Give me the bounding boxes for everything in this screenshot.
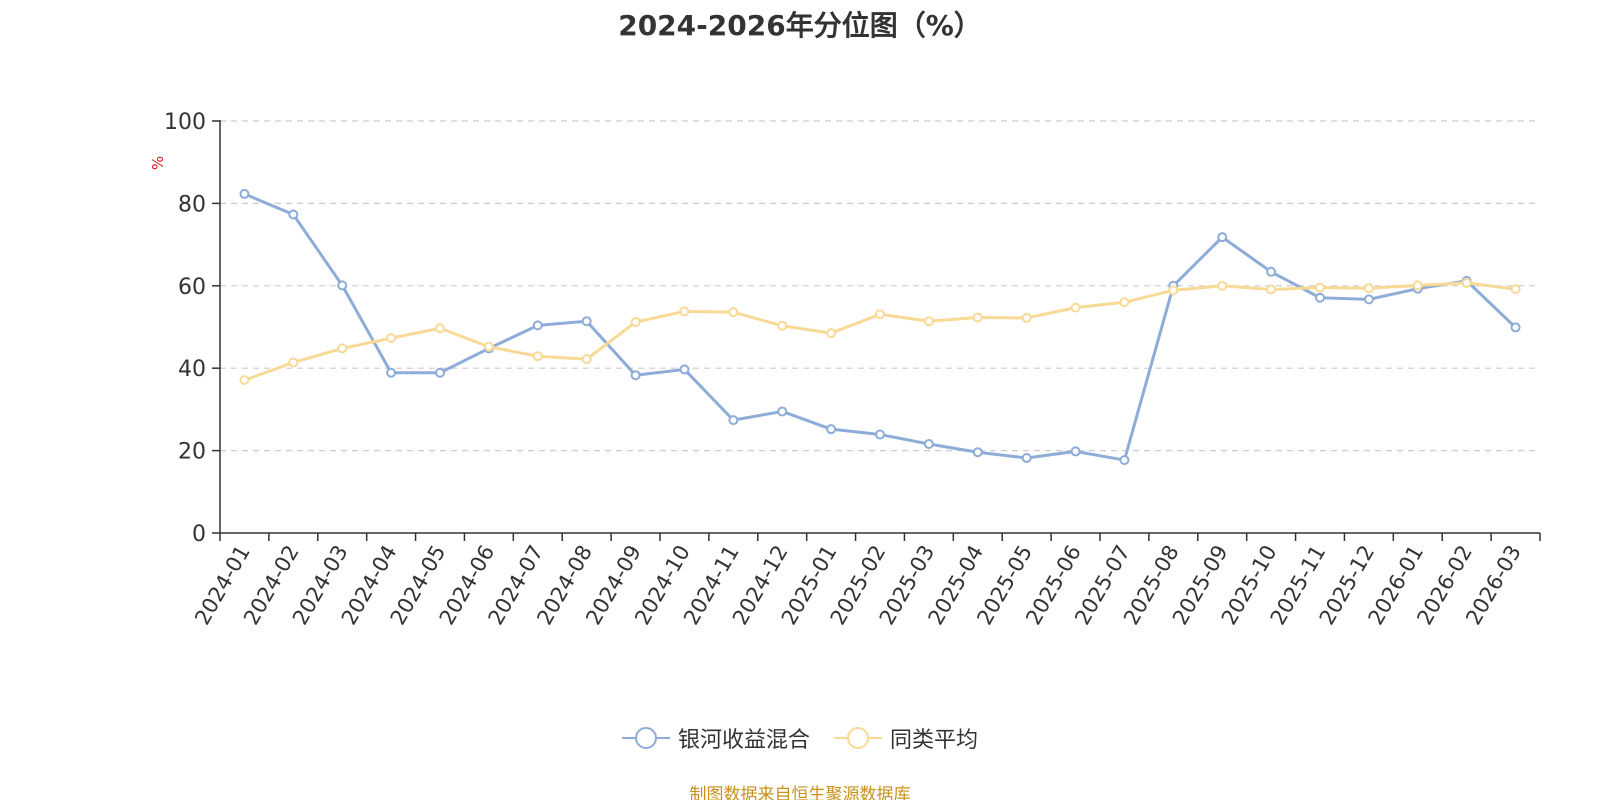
data-point-s1-2024-04: [386, 367, 397, 378]
data-point-s1-2024-03: [337, 280, 348, 291]
data-point-s2-2025-02: [875, 309, 885, 320]
chart-title: 2024-2026年分位图（%）: [618, 9, 982, 42]
data-point-s1-2025-12: [1363, 294, 1374, 305]
legend-label-series-2: 同类平均: [890, 728, 979, 753]
data-point-s2-2025-08: [1168, 285, 1179, 296]
data-point-s2-2025-04: [972, 312, 983, 323]
data-point-s2-2026-03: [1510, 284, 1521, 295]
data-point-s2-2025-10: [1266, 284, 1277, 295]
data-point-s1-2024-07: [532, 320, 543, 331]
data-point-s1-2024-10: [679, 364, 690, 375]
legend: 银河收益混合 同类平均: [0, 722, 1600, 754]
data-point-s1-2024-05: [435, 367, 445, 378]
data-point-s2-2025-05: [1021, 312, 1032, 323]
data-point-s2-2024-12: [777, 320, 788, 331]
data-point-s2-2024-03: [337, 343, 348, 354]
data-point-s2-2025-03: [923, 316, 934, 327]
data-point-s2-2025-12: [1363, 283, 1374, 294]
y-tick-label-0: 0: [192, 522, 206, 547]
data-point-s2-2024-07: [532, 351, 543, 362]
data-point-s2-2024-01: [239, 375, 250, 386]
y-axis-label: %: [149, 156, 167, 170]
data-point-s2-2024-08: [581, 354, 592, 365]
y-tick-label-40: 40: [178, 357, 206, 382]
data-point-s2-2024-04: [386, 333, 397, 344]
data-point-s2-2025-01: [826, 328, 837, 339]
data-point-s1-2025-01: [826, 424, 837, 435]
data-point-s2-2024-06: [483, 341, 494, 352]
y-tick-label-100: 100: [164, 110, 206, 135]
data-point-s1-2025-10: [1266, 266, 1277, 277]
data-point-s1-2025-07: [1119, 455, 1130, 466]
data-point-s1-2025-09: [1217, 232, 1228, 243]
source-note: 制图数据来自恒生聚源数据库: [689, 785, 911, 800]
data-point-s2-2026-01: [1412, 280, 1423, 291]
legend-item-series-2[interactable]: 同类平均: [834, 722, 978, 754]
data-point-s1-2025-02: [875, 429, 885, 440]
data-point-s1-2024-02: [288, 209, 299, 220]
legend-label-series-1: 银河收益混合: [677, 728, 810, 753]
data-point-s1-2026-03: [1510, 322, 1521, 333]
data-point-s2-2025-09: [1217, 280, 1228, 291]
data-point-s1-2025-06: [1070, 446, 1081, 457]
data-point-s2-2024-10: [679, 306, 690, 317]
data-point-s1-2025-03: [923, 439, 934, 450]
data-point-s2-2024-05: [435, 323, 445, 334]
y-tick-label-80: 80: [178, 192, 206, 217]
data-point-s2-2026-02: [1461, 277, 1472, 288]
data-point-s1-2024-11: [728, 415, 739, 426]
data-point-s2-2024-02: [288, 357, 299, 368]
data-point-s1-2024-09: [630, 370, 641, 381]
data-point-s2-2025-07: [1119, 297, 1130, 308]
data-point-s2-2024-11: [728, 307, 739, 318]
data-point-s2-2024-09: [630, 317, 641, 328]
data-point-s1-2025-11: [1315, 292, 1325, 303]
data-point-s2-2025-11: [1315, 282, 1325, 293]
data-point-s1-2024-08: [581, 316, 592, 327]
data-point-s1-2025-05: [1021, 453, 1032, 464]
data-point-s1-2025-04: [972, 447, 983, 458]
data-point-s1-2024-12: [777, 406, 788, 417]
data-point-s1-2024-01: [239, 188, 250, 199]
data-point-s2-2025-06: [1070, 302, 1081, 313]
y-tick-label-60: 60: [178, 275, 206, 300]
y-tick-label-20: 20: [178, 440, 206, 465]
legend-symbol-series-1: [621, 727, 670, 749]
legend-symbol-series-2: [834, 727, 882, 749]
series-line-1: [243, 192, 1517, 462]
legend-item-series-1[interactable]: 银河收益混合: [621, 722, 810, 754]
